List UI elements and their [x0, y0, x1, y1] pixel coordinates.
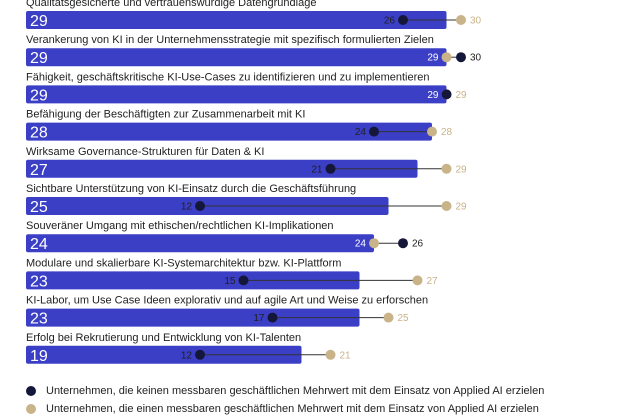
marker-value [441, 201, 452, 211]
category-label: Wirksame Governance-Strukturen für Daten… [26, 146, 264, 158]
marker-no-value-label: 12 [181, 202, 193, 213]
marker-no-value-label: 29 [427, 90, 439, 101]
marker-no-value [267, 312, 278, 323]
bar-value-label: 25 [30, 199, 48, 216]
legend-marker-value [26, 404, 36, 414]
marker-value [383, 312, 394, 323]
marker-no-value-label: 24 [355, 127, 367, 138]
bar-value-label: 24 [30, 236, 48, 253]
marker-value-label: 27 [427, 276, 439, 287]
marker-value [369, 238, 379, 249]
category-label: KI-Labor, um Use Case Ideen explorativ u… [26, 295, 428, 307]
marker-value [441, 163, 452, 174]
marker-value-label: 29 [427, 53, 439, 64]
marker-no-value-label: 26 [384, 16, 396, 27]
bar [26, 48, 447, 67]
marker-no-value [398, 15, 408, 25]
bar-value-label: 28 [30, 125, 48, 142]
marker-value-label: 28 [441, 127, 453, 138]
marker-value-label: 30 [470, 16, 482, 27]
marker-no-value-label: 26 [412, 239, 424, 250]
marker-no-value [325, 163, 336, 174]
category-label: Erfolg bei Rekrutierung und Entwicklung … [26, 332, 301, 344]
marker-no-value [441, 89, 452, 100]
bar-value-label: 29 [30, 13, 48, 30]
legend-item-value: Unternehmen, die einen messbaren geschäf… [26, 403, 539, 415]
bar-value-label: 27 [30, 162, 48, 179]
legend-item-no-value: Unternehmen, die keinen messbaren geschä… [26, 385, 544, 397]
marker-no-value-label: 21 [311, 164, 323, 175]
bar [26, 234, 374, 253]
bar-value-label: 23 [30, 311, 48, 328]
bar [26, 271, 360, 290]
marker-value-label: 21 [340, 350, 352, 361]
marker-no-value-label: 12 [181, 350, 193, 361]
marker-no-value-label: 30 [470, 53, 482, 64]
bar-value-label: 23 [30, 273, 48, 290]
bar [26, 345, 302, 364]
bar [26, 308, 360, 327]
marker-value [441, 52, 452, 63]
bar-value-label: 29 [30, 50, 48, 67]
bar [26, 159, 418, 178]
marker-value-label: 29 [456, 202, 468, 213]
bar-value-label: 19 [30, 348, 48, 365]
marker-no-value [398, 238, 408, 249]
marker-no-value [456, 52, 466, 63]
bar-value-label: 29 [30, 87, 48, 104]
legend-marker-no-value [26, 386, 36, 396]
marker-value-label: 24 [355, 239, 367, 250]
category-label: Verankerung von KI in der Unternehmensst… [26, 34, 434, 46]
bar [26, 122, 432, 141]
marker-value-label: 25 [398, 313, 410, 324]
marker-no-value-label: 15 [224, 276, 236, 287]
category-label: Qualitätsgesicherte und vertrauenswürdig… [26, 0, 316, 9]
marker-value [412, 275, 423, 286]
legend-label-no-value: Unternehmen, die keinen messbaren geschä… [46, 385, 545, 397]
marker-no-value [195, 201, 205, 211]
marker-no-value [238, 275, 249, 286]
category-label: Sichtbare Unterstützung von KI-Einsatz d… [26, 183, 356, 195]
marker-no-value [369, 126, 379, 137]
bar [26, 11, 447, 29]
bar [26, 85, 447, 104]
marker-value [325, 349, 336, 360]
marker-value-label: 29 [456, 164, 468, 175]
category-label: Befähigung der Beschäftigten zur Zusamme… [26, 109, 305, 121]
legend-label-value: Unternehmen, die einen messbaren geschäf… [46, 403, 539, 415]
marker-value [427, 126, 437, 137]
marker-value [456, 15, 466, 25]
category-label: Fähigkeit, geschäftskritische KI-Use-Cas… [26, 71, 430, 83]
category-label: Souveräner Umgang mit ethischen/rechtlic… [26, 220, 334, 232]
marker-value-label: 29 [456, 90, 468, 101]
marker-no-value-label: 17 [253, 313, 265, 324]
category-label: Modulare und skalierbare KI-Systemarchit… [26, 257, 341, 269]
marker-no-value [195, 349, 205, 360]
